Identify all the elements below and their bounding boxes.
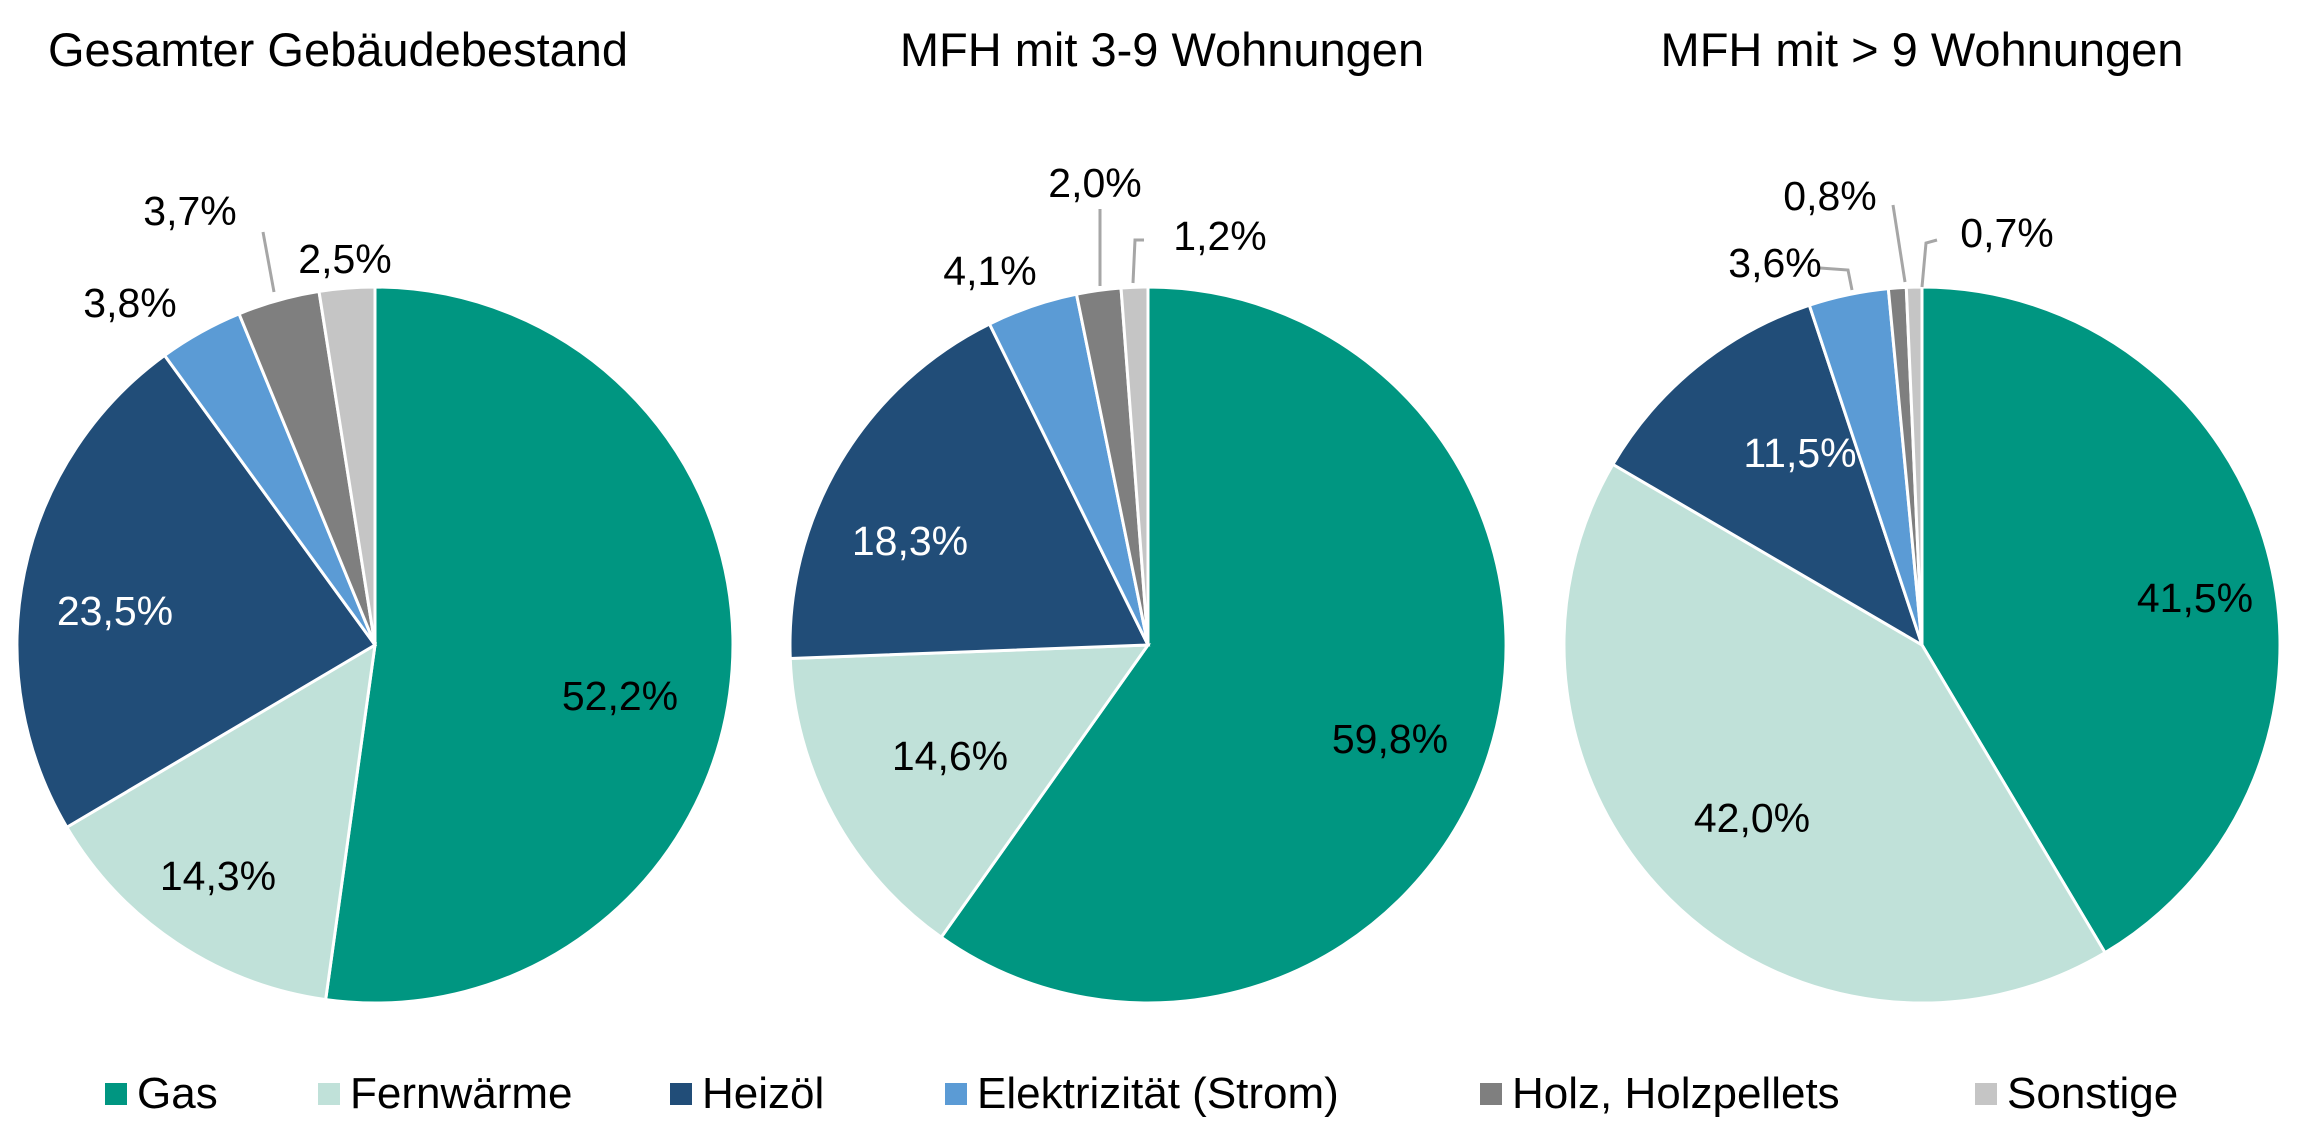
- pie-slice-sonstige: [1904, 285, 1924, 646]
- legend-label: Sonstige: [2007, 1069, 2178, 1118]
- pie-slice-sonstige: [1119, 285, 1150, 646]
- legend-item-fernwaerme: Fernwärme: [318, 1069, 573, 1118]
- data-label: 42,0%: [1694, 795, 1810, 841]
- data-label: 59,8%: [1332, 716, 1448, 762]
- pie-chart-2: MFH mit 3-9 Wohnungen 59,8% 14,6% 18,3% 4,1%…: [788, 23, 1508, 1005]
- data-label: 3,6%: [1728, 240, 1821, 286]
- data-label: 52,2%: [562, 673, 678, 719]
- legend-item-gas: Gas: [105, 1069, 218, 1118]
- leader-line: [1891, 204, 1907, 283]
- legend-label: Elektrizität (Strom): [977, 1069, 1339, 1118]
- data-label: 14,6%: [892, 733, 1008, 779]
- data-label: 4,1%: [943, 248, 1036, 294]
- data-label: 0,8%: [1783, 173, 1876, 219]
- pie-slice-heizoel: [15, 353, 378, 830]
- data-label: 3,7%: [143, 188, 236, 234]
- chart-title: MFH mit > 9 Wohnungen: [1661, 23, 2184, 76]
- data-label: 0,7%: [1960, 210, 2053, 256]
- pie-slice-gas: [939, 285, 1508, 1005]
- legend-item-sonstige: Sonstige: [1975, 1069, 2178, 1118]
- chart-title: MFH mit 3-9 Wohnungen: [900, 23, 1424, 76]
- data-label: 41,5%: [2137, 575, 2253, 621]
- leader-line: [261, 231, 276, 293]
- legend-label: Heizöl: [702, 1069, 824, 1118]
- legend-swatch: [945, 1083, 967, 1105]
- data-label: 18,3%: [852, 518, 968, 564]
- leader-line: [1920, 238, 1938, 288]
- leader-line: [1131, 238, 1144, 284]
- data-label: 11,5%: [1743, 430, 1856, 476]
- pie-slice-fernwaerme: [788, 643, 1151, 940]
- legend-item-elektrizitaet: Elektrizität (Strom): [945, 1069, 1339, 1118]
- data-label: 2,5%: [298, 236, 391, 282]
- data-label: 1,2%: [1173, 213, 1266, 259]
- pie-slice-fernwaerme: [1562, 462, 2108, 1005]
- pie-slice-fernwaerme: [64, 642, 377, 1002]
- pie-slice-gas: [323, 285, 735, 1005]
- legend-label: Fernwärme: [350, 1069, 573, 1118]
- legend-label: Gas: [137, 1069, 218, 1118]
- legend-swatch: [105, 1083, 127, 1105]
- pie-slice-gas: [1920, 285, 2282, 955]
- data-label: 2,0%: [1048, 160, 1141, 206]
- legend-swatch: [670, 1083, 692, 1105]
- data-label: 14,3%: [160, 853, 276, 899]
- pie-chart-1: Gesamter Gebäudebestand 52,2% 14,3% 23,5% 3,…: [15, 23, 735, 1005]
- pie-slice-heizoel: [788, 321, 1151, 661]
- legend-swatch: [318, 1083, 340, 1105]
- leader-line: [1819, 266, 1854, 291]
- legend-swatch: [1975, 1083, 1997, 1105]
- pie-slice-sonstige: [317, 285, 377, 646]
- data-label: 3,8%: [83, 280, 176, 326]
- pie-chart-3: MFH mit > 9 Wohnungen 41,5% 42,0% 11,5% 3,6%…: [1562, 23, 2282, 1005]
- legend-label: Holz, Holzpellets: [1512, 1069, 1840, 1118]
- pie-slice-heizoel: [1610, 303, 1925, 649]
- legend-swatch: [1480, 1083, 1502, 1105]
- legend-item-heizoel: Heizöl: [670, 1069, 824, 1118]
- chart-title: Gesamter Gebäudebestand: [48, 23, 628, 76]
- legend-item-holz: Holz, Holzpellets: [1480, 1069, 1840, 1118]
- data-label: 23,5%: [57, 588, 173, 634]
- legend: Gas Fernwärme Heizöl Elektrizität (Strom) Ho…: [105, 1069, 2178, 1118]
